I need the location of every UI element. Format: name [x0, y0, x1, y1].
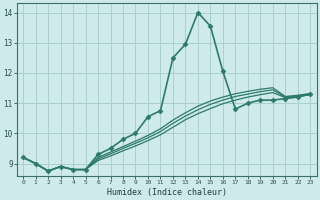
X-axis label: Humidex (Indice chaleur): Humidex (Indice chaleur) — [107, 188, 227, 197]
